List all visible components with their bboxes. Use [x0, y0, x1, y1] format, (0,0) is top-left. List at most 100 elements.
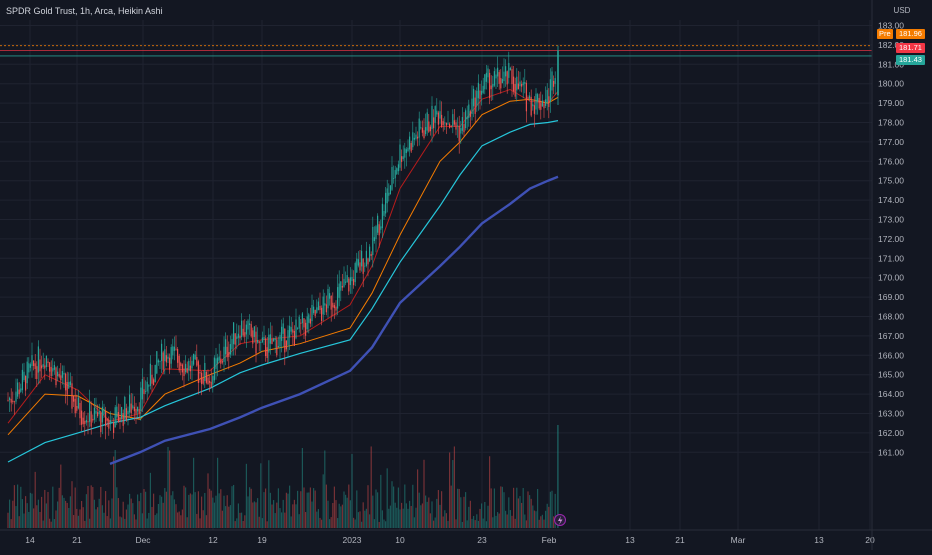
volume-bar	[101, 505, 103, 528]
volume-bar	[204, 492, 206, 528]
y-tick-label: 181.00	[878, 59, 904, 69]
candle-body	[116, 406, 118, 418]
candle-body	[18, 389, 20, 395]
volume-bar	[356, 490, 358, 528]
candle-body	[298, 316, 300, 329]
volume-bar	[370, 446, 372, 528]
volume-bar	[503, 492, 505, 528]
volume-bar	[305, 512, 307, 528]
volume-bar	[378, 521, 380, 528]
candle-body	[458, 125, 460, 142]
volume-bar	[524, 514, 526, 528]
volume-bar	[333, 486, 335, 528]
candle-body	[463, 123, 465, 133]
volume-bar	[388, 508, 390, 528]
volume-bar	[393, 486, 395, 528]
candle-body	[273, 338, 275, 342]
volume-bar	[7, 512, 9, 528]
candle-body	[49, 362, 51, 372]
volume-bar	[513, 487, 515, 528]
candle-body	[274, 338, 276, 341]
candle-body	[241, 320, 243, 338]
volume-bar	[551, 490, 553, 528]
y-tick-label: 163.00	[878, 409, 904, 419]
volume-bar	[85, 494, 87, 528]
candle-body	[538, 97, 540, 109]
x-tick-label: 19	[257, 535, 267, 545]
volume-bar	[154, 515, 156, 528]
candle-body	[191, 360, 193, 369]
volume-bar	[380, 474, 382, 528]
volume-bar	[20, 486, 22, 528]
volume-bar	[213, 502, 215, 528]
candle-body	[53, 365, 55, 370]
symbol-legend[interactable]: SPDR Gold Trust, 1h, Arca, Heikin Ashi	[6, 6, 163, 16]
volume-bar	[53, 519, 55, 528]
volume-bar	[269, 492, 271, 528]
volume-bar	[162, 502, 164, 528]
volume-bar	[418, 492, 420, 528]
volume-bar	[65, 500, 67, 528]
volume-bar	[95, 509, 97, 528]
volume-bar	[501, 486, 503, 528]
volume-bar	[117, 498, 119, 528]
volume-bar	[215, 495, 217, 528]
volume-bar	[140, 492, 142, 528]
candle-body	[151, 374, 153, 384]
candle-body	[186, 368, 188, 373]
candle-body	[209, 380, 211, 383]
candle-body	[205, 372, 207, 383]
volume-bar	[508, 497, 510, 528]
y-tick-label: 164.00	[878, 389, 904, 399]
candle-body	[71, 383, 73, 409]
volume-bar	[439, 504, 441, 528]
candle-body	[487, 68, 489, 78]
volume-bar	[170, 495, 172, 528]
volume-bar	[394, 502, 396, 528]
candle-body	[370, 253, 372, 257]
y-tick-label: 166.00	[878, 350, 904, 360]
x-tick-label: 2023	[343, 535, 362, 545]
volume-bar	[186, 517, 188, 528]
price-axis[interactable]: 183.00 182.00 181.00 180.00 179.00 178.00 177.…	[878, 21, 904, 458]
candle-body	[519, 81, 521, 87]
candle-body	[15, 391, 17, 402]
x-tick-label: Dec	[135, 535, 151, 545]
volume-bar	[277, 488, 279, 528]
volume-bar	[546, 503, 548, 528]
lightning-icon	[558, 516, 563, 525]
volume-bar	[434, 517, 436, 528]
candle-body	[401, 156, 403, 162]
volume-bar	[149, 472, 151, 528]
candle-body	[31, 355, 33, 367]
x-tick-label: Mar	[731, 535, 746, 545]
candle-body	[261, 337, 263, 343]
candle-body	[266, 347, 268, 359]
volume-bar	[89, 518, 91, 528]
candle-body	[514, 84, 516, 97]
volume-bar	[511, 515, 513, 528]
volume-bar	[79, 509, 81, 528]
moving-averages	[7, 88, 559, 466]
candle-body	[479, 90, 481, 99]
volume-bar	[553, 516, 555, 528]
volume-bar	[327, 500, 329, 528]
candle-body	[357, 259, 359, 266]
volume-bar	[125, 509, 127, 528]
volume-bar	[165, 491, 167, 528]
volume-bar	[349, 500, 351, 528]
candle-body	[524, 82, 526, 84]
volume-bar	[31, 493, 33, 528]
candle-body	[149, 363, 151, 386]
volume-bar	[156, 513, 158, 528]
volume-bar	[242, 520, 244, 528]
candle-body	[140, 387, 142, 412]
volume-bar	[159, 495, 161, 528]
volume-bar	[90, 485, 92, 528]
x-tick-label: 21	[72, 535, 82, 545]
volume-bar	[146, 518, 148, 528]
candle-body	[369, 246, 371, 262]
